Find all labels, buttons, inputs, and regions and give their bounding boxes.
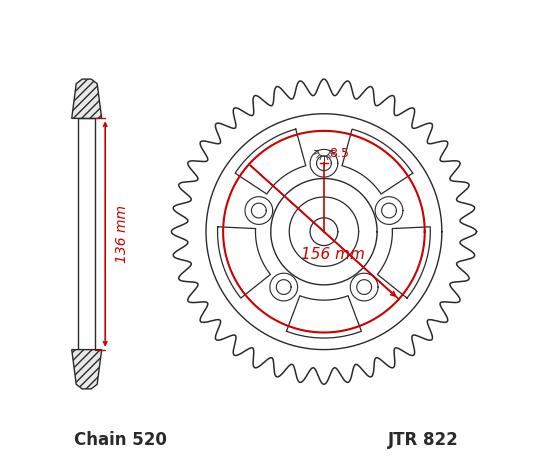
Polygon shape bbox=[342, 129, 413, 194]
Polygon shape bbox=[287, 296, 361, 338]
Polygon shape bbox=[72, 350, 102, 389]
Text: 156 mm: 156 mm bbox=[301, 247, 365, 262]
Text: Chain 520: Chain 520 bbox=[74, 431, 167, 449]
Polygon shape bbox=[235, 129, 306, 194]
Text: JTR 822: JTR 822 bbox=[388, 431, 459, 449]
Polygon shape bbox=[218, 227, 270, 298]
Polygon shape bbox=[377, 227, 430, 298]
Polygon shape bbox=[72, 79, 102, 118]
Text: 136 mm: 136 mm bbox=[115, 205, 129, 263]
Text: 8.5: 8.5 bbox=[329, 147, 349, 160]
